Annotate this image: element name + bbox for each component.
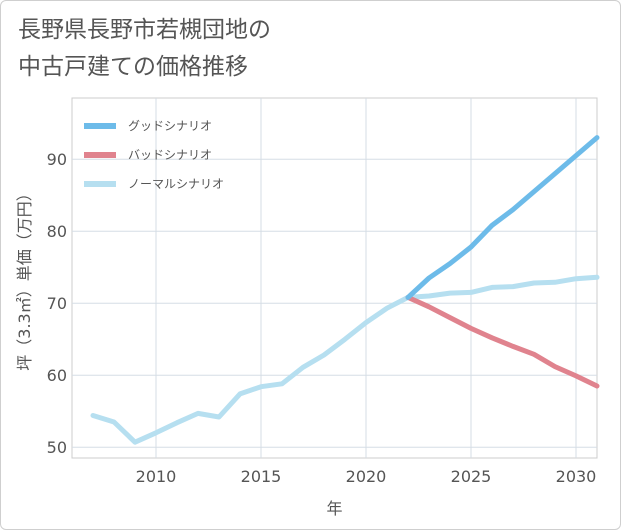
chart-title-line-2: 中古戸建ての価格推移 <box>18 54 248 80</box>
x-tick-label: 2015 <box>241 467 282 486</box>
series-line-0 <box>405 135 600 300</box>
plot-area <box>71 97 598 459</box>
y-tick-label: 70 <box>47 294 67 313</box>
y-tick-label: 50 <box>47 438 67 457</box>
x-axis-title: 年 <box>326 499 342 518</box>
x-tick-label: 2020 <box>346 467 387 486</box>
chart-title-line-1: 長野県長野市若槻団地の <box>18 17 271 43</box>
y-axis-title: 坪（3.3㎡）単価（万円） <box>15 185 34 370</box>
y-tick-label: 60 <box>47 366 67 385</box>
y-tick-label: 80 <box>47 222 67 241</box>
series-line-2 <box>90 274 600 445</box>
y-tick-label: 90 <box>47 150 67 169</box>
legend-label-2: ノーマルシナリオ <box>128 177 224 191</box>
x-tick-label: 2030 <box>556 467 597 486</box>
legend-label-1: バッドシナリオ <box>128 148 212 162</box>
x-tick-label: 2010 <box>136 467 177 486</box>
chart-title: 長野県長野市若槻団地の 中古戸建ての価格推移 <box>18 12 578 86</box>
legend-label-0: グッドシナリオ <box>128 119 212 133</box>
series-line-1 <box>405 294 600 389</box>
x-tick-label: 2025 <box>451 467 492 486</box>
